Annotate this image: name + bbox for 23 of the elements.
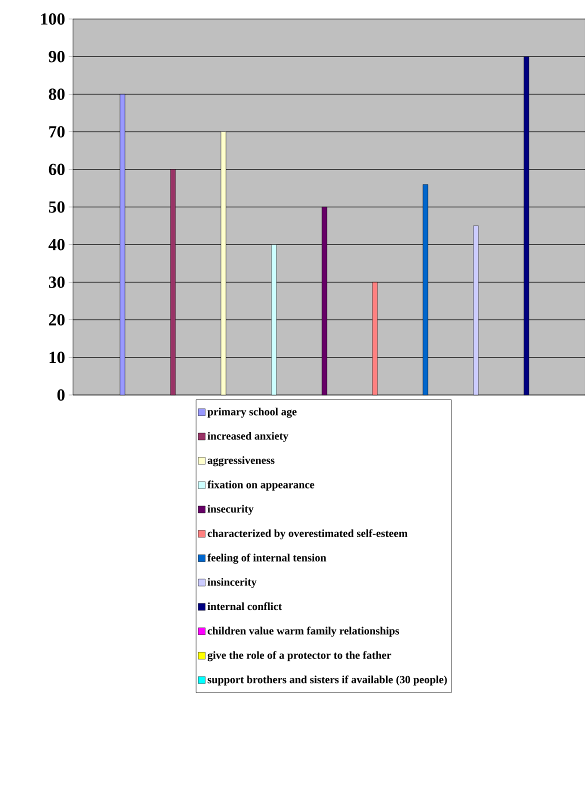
y-tick-label: 80 bbox=[48, 88, 65, 100]
legend-label: primary school age bbox=[208, 408, 297, 418]
legend-label: characterized by overestimated self-esteem bbox=[208, 529, 408, 540]
legend-label: support brothers and sisters if available (30 people) bbox=[208, 675, 447, 686]
y-tick-label: 90 bbox=[48, 50, 65, 62]
legend-label: internal conflict bbox=[208, 602, 282, 610]
y-tick-label: 50 bbox=[48, 201, 65, 213]
y-tick-label: 20 bbox=[49, 314, 65, 326]
legend-label: give the role of a protector to the father bbox=[208, 651, 392, 662]
legend-label: feeling of internal tension bbox=[207, 554, 326, 564]
y-tick-label: 60 bbox=[48, 164, 65, 176]
y-tick-label: 70 bbox=[49, 126, 65, 138]
legend-label: increased anxiety bbox=[208, 432, 288, 442]
legend-label: fixation on appearance bbox=[207, 480, 314, 491]
y-tick-label: 30 bbox=[48, 276, 65, 288]
y-tick-label: 40 bbox=[48, 238, 65, 250]
legend-label: insecurity bbox=[208, 504, 254, 515]
legend-label: aggressiveness bbox=[208, 456, 274, 466]
y-tick-label: 100 bbox=[41, 13, 65, 25]
y-tick-label: 0 bbox=[57, 389, 65, 401]
y-tick-label: 10 bbox=[50, 352, 65, 364]
legend-label: children value warm family relationships bbox=[208, 626, 400, 637]
legend-label: insincerity bbox=[208, 578, 257, 588]
